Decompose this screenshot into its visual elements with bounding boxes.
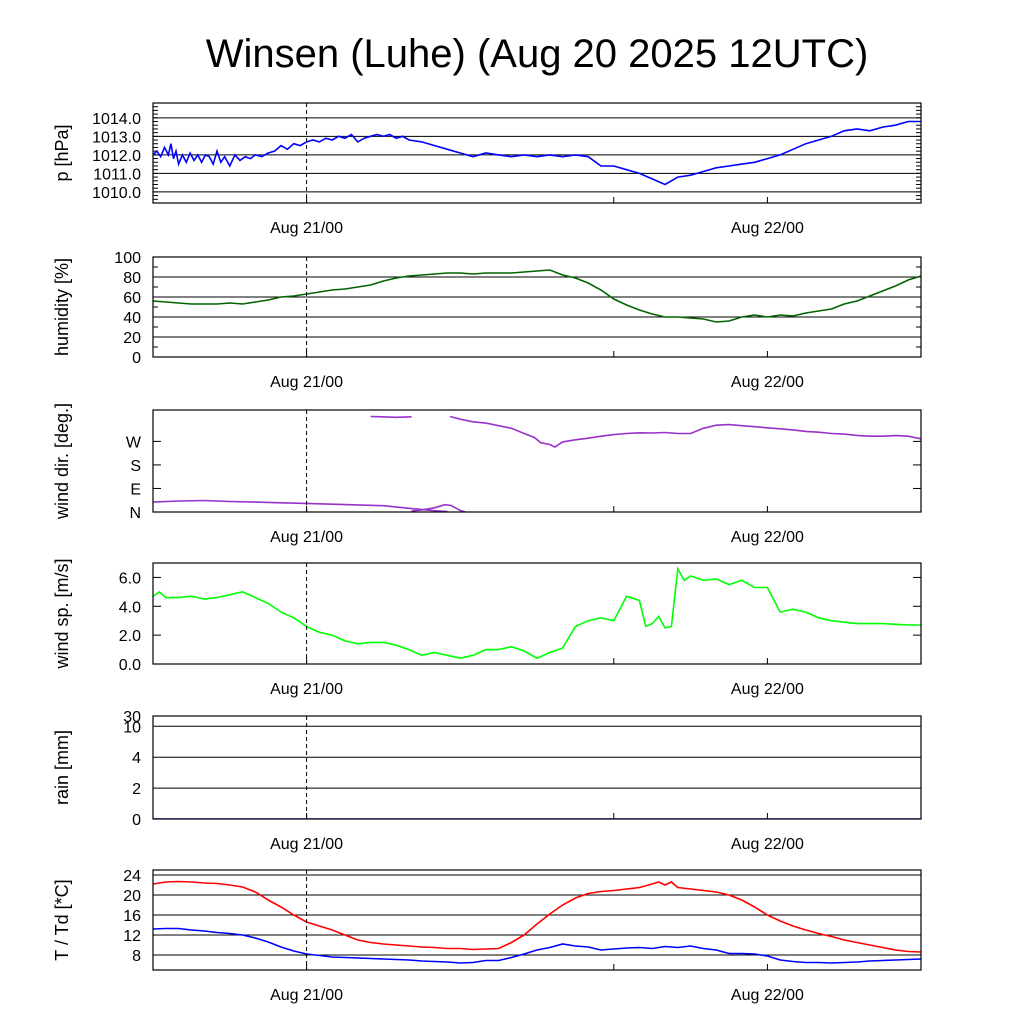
wind_dir-y-axis-label: wind dir. [deg.] (52, 403, 72, 520)
pressure-x-tick-label: Aug 22/00 (731, 220, 804, 237)
wind_dir-tick-label: W (126, 434, 142, 451)
wind_speed-series-line (153, 566, 921, 660)
wind_dir-tick-label: N (129, 505, 141, 522)
rain-x-tick-label: Aug 22/00 (731, 836, 804, 853)
rain-frame (152, 715, 922, 820)
humidity-panel: 0 20 40 60 80 100 Aug 21/00 Aug 22/00 humidity [… (52, 250, 922, 391)
rain-tick-label: 0 (132, 812, 141, 829)
wind_dir-frame (152, 409, 922, 513)
temperature-series-line (153, 927, 921, 964)
pressure-tick-label: 1013.0 (92, 129, 141, 146)
temperature-x-tick-label: Aug 21/00 (270, 987, 343, 1004)
pressure-tick-label: 1010.0 (92, 185, 141, 202)
temperature-series-line (153, 880, 921, 953)
humidity-tick-label: 60 (123, 290, 141, 307)
humidity-y-axis-label: humidity [%] (52, 258, 72, 356)
temperature-tick-label: 20 (123, 888, 141, 905)
temperature-y-axis-label: T / Td [*C] (52, 879, 72, 960)
humidity-x-tick-label: Aug 21/00 (270, 374, 343, 391)
humidity-tick-label: 40 (123, 310, 141, 327)
wind_speed-tick-label: 2.0 (119, 628, 141, 645)
pressure-tick-label: 1014.0 (92, 111, 141, 128)
pressure-tick-label: 1011.0 (93, 166, 141, 183)
wind_dir-x-tick-label: Aug 21/00 (270, 529, 343, 546)
chart-title: Winsen (Luhe) (Aug 20 2025 12UTC) (206, 32, 869, 76)
wind_dir-tick-label: E (130, 481, 141, 498)
rain-tick-label: 30 (123, 709, 141, 726)
wind_dir-series-line (449, 415, 921, 449)
wind_speed-panel: 0.0 2.0 4.0 6.0 Aug 21/00 Aug 22/00 wind sp. [… (52, 558, 922, 698)
humidity-tick-label: 80 (123, 270, 141, 287)
temperature-tick-label: 16 (123, 908, 141, 925)
humidity-series-line (153, 269, 921, 323)
pressure-series-line (153, 120, 921, 186)
temperature-tick-label: 12 (123, 928, 141, 945)
pressure-x-tick-label: Aug 21/00 (270, 220, 343, 237)
wind_dir-series-line (411, 503, 466, 512)
rain-tick-label: 2 (132, 781, 141, 798)
humidity-x-tick-label: Aug 22/00 (731, 374, 804, 391)
pressure-frame (152, 102, 922, 204)
humidity-tick-label: 0 (132, 350, 141, 367)
wind_speed-y-axis-label: wind sp. [m/s] (52, 558, 72, 669)
rain-y-axis-label: rain [mm] (52, 730, 72, 805)
wind_dir-series-line (153, 499, 448, 512)
wind_speed-x-tick-label: Aug 22/00 (731, 681, 804, 698)
wind_speed-tick-label: 0.0 (119, 657, 141, 674)
temperature-frame (152, 869, 922, 971)
rain-tick-label: 4 (132, 750, 141, 767)
wind_speed-x-tick-label: Aug 21/00 (270, 681, 343, 698)
wind_speed-tick-label: 4.0 (119, 599, 141, 616)
pressure-y-axis-label: p [hPa] (52, 124, 72, 181)
wind_speed-frame (152, 562, 922, 665)
rain-tick-label: 10 (123, 719, 141, 736)
wind_dir-series-line (370, 415, 412, 419)
temperature-panel: 8 12 16 20 24 Aug 21/00 Aug 22/00 T / Td [*C] (52, 868, 922, 1004)
humidity-frame (152, 256, 922, 358)
pressure-tick-label: 1012.0 (92, 148, 141, 165)
temperature-tick-label: 8 (132, 948, 141, 965)
wind_dir-x-tick-label: Aug 22/00 (731, 529, 804, 546)
temperature-tick-label: 24 (123, 868, 141, 885)
wind_dir-tick-label: S (130, 458, 141, 475)
wind_speed-tick-label: 6.0 (119, 570, 141, 587)
temperature-x-tick-label: Aug 22/00 (731, 987, 804, 1004)
humidity-tick-label: 20 (123, 330, 141, 347)
humidity-tick-label: 100 (114, 250, 141, 267)
rain-x-tick-label: Aug 21/00 (270, 836, 343, 853)
